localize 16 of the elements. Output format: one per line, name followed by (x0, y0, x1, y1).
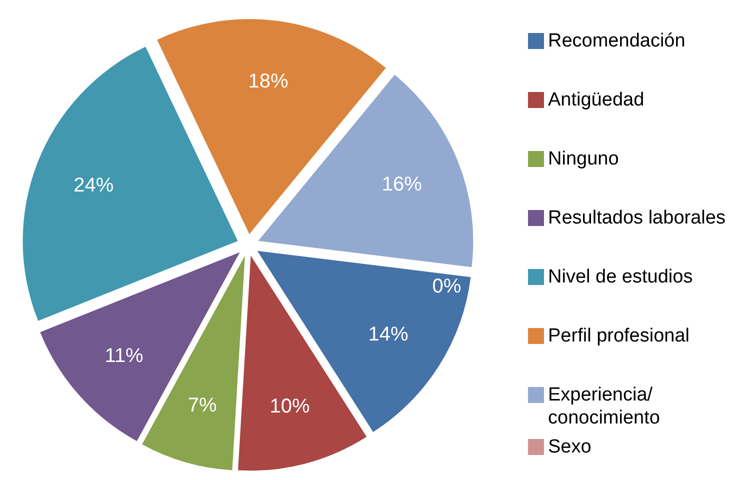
legend-label: Antigüedad (548, 90, 644, 111)
legend-label: Recomendación (548, 30, 686, 52)
legend-label: Ninguno (548, 148, 619, 170)
text: 0% (432, 275, 462, 298)
legend-label: Experiencia/conocimiento (548, 384, 660, 428)
data-label: 18% (248, 70, 288, 92)
data-label: 24% (74, 174, 114, 197)
legend-label: Nivel de estudios (548, 266, 693, 288)
data-label: 10% (270, 395, 310, 418)
data-label: 7% (188, 394, 217, 416)
legend-label: Perfil profesional (548, 326, 690, 347)
data-label: 11% (104, 345, 144, 368)
data-label: 14% (368, 323, 409, 346)
legend-label: Sexo (548, 436, 592, 458)
legend-label: Resultados laborales (548, 208, 726, 229)
data-label: 16% (382, 173, 422, 196)
